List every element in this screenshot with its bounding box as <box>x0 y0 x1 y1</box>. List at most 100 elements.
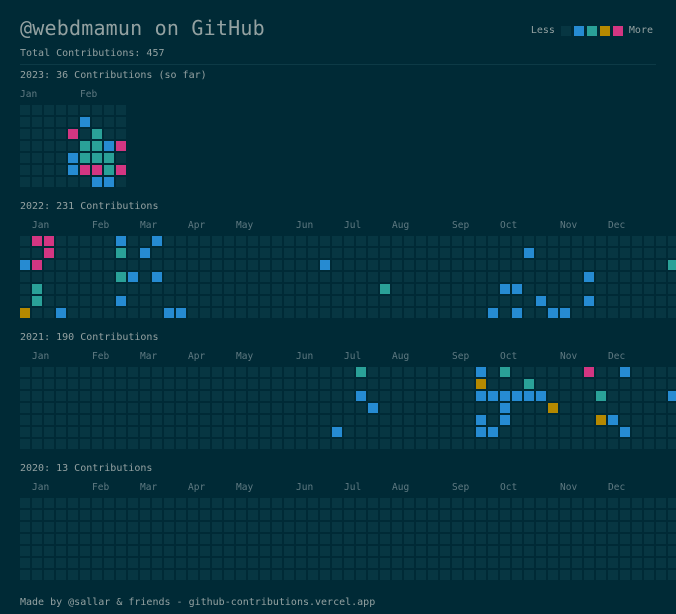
contribution-cell[interactable] <box>44 534 54 544</box>
contribution-cell[interactable] <box>536 391 546 401</box>
contribution-cell[interactable] <box>68 558 78 568</box>
contribution-cell[interactable] <box>80 308 90 318</box>
contribution-cell[interactable] <box>296 510 306 520</box>
contribution-cell[interactable] <box>308 546 318 556</box>
contribution-cell[interactable] <box>416 415 426 425</box>
contribution-cell[interactable] <box>272 415 282 425</box>
contribution-cell[interactable] <box>632 367 642 377</box>
contribution-cell[interactable] <box>452 439 462 449</box>
contribution-cell[interactable] <box>104 546 114 556</box>
contribution-cell[interactable] <box>572 296 582 306</box>
contribution-cell[interactable] <box>368 498 378 508</box>
contribution-cell[interactable] <box>440 308 450 318</box>
contribution-cell[interactable] <box>236 391 246 401</box>
contribution-cell[interactable] <box>296 546 306 556</box>
contribution-cell[interactable] <box>644 260 654 270</box>
contribution-cell[interactable] <box>152 248 162 258</box>
contribution-cell[interactable] <box>68 153 78 163</box>
contribution-cell[interactable] <box>284 415 294 425</box>
contribution-cell[interactable] <box>236 284 246 294</box>
contribution-cell[interactable] <box>320 308 330 318</box>
contribution-cell[interactable] <box>80 534 90 544</box>
contribution-cell[interactable] <box>440 391 450 401</box>
contribution-cell[interactable] <box>68 367 78 377</box>
contribution-cell[interactable] <box>200 522 210 532</box>
contribution-cell[interactable] <box>440 510 450 520</box>
contribution-cell[interactable] <box>128 534 138 544</box>
contribution-cell[interactable] <box>56 177 66 187</box>
contribution-cell[interactable] <box>380 236 390 246</box>
contribution-cell[interactable] <box>152 272 162 282</box>
contribution-cell[interactable] <box>416 522 426 532</box>
contribution-cell[interactable] <box>272 260 282 270</box>
contribution-cell[interactable] <box>296 570 306 580</box>
contribution-cell[interactable] <box>32 415 42 425</box>
contribution-cell[interactable] <box>200 510 210 520</box>
contribution-cell[interactable] <box>344 498 354 508</box>
contribution-cell[interactable] <box>596 391 606 401</box>
contribution-cell[interactable] <box>596 439 606 449</box>
contribution-cell[interactable] <box>308 498 318 508</box>
contribution-cell[interactable] <box>500 558 510 568</box>
contribution-cell[interactable] <box>224 439 234 449</box>
contribution-cell[interactable] <box>140 439 150 449</box>
contribution-cell[interactable] <box>452 510 462 520</box>
contribution-cell[interactable] <box>428 272 438 282</box>
contribution-cell[interactable] <box>188 522 198 532</box>
contribution-cell[interactable] <box>344 546 354 556</box>
contribution-cell[interactable] <box>440 570 450 580</box>
contribution-cell[interactable] <box>200 403 210 413</box>
contribution-cell[interactable] <box>512 498 522 508</box>
contribution-cell[interactable] <box>536 379 546 389</box>
contribution-cell[interactable] <box>44 153 54 163</box>
contribution-cell[interactable] <box>548 439 558 449</box>
contribution-cell[interactable] <box>512 236 522 246</box>
contribution-cell[interactable] <box>296 308 306 318</box>
contribution-cell[interactable] <box>596 260 606 270</box>
contribution-cell[interactable] <box>80 284 90 294</box>
contribution-cell[interactable] <box>200 570 210 580</box>
contribution-cell[interactable] <box>452 522 462 532</box>
contribution-cell[interactable] <box>644 427 654 437</box>
contribution-cell[interactable] <box>104 296 114 306</box>
contribution-cell[interactable] <box>56 415 66 425</box>
contribution-cell[interactable] <box>668 510 676 520</box>
contribution-cell[interactable] <box>440 534 450 544</box>
contribution-cell[interactable] <box>212 308 222 318</box>
contribution-cell[interactable] <box>308 415 318 425</box>
contribution-cell[interactable] <box>116 236 126 246</box>
contribution-cell[interactable] <box>272 522 282 532</box>
contribution-cell[interactable] <box>452 248 462 258</box>
contribution-cell[interactable] <box>476 570 486 580</box>
contribution-cell[interactable] <box>128 272 138 282</box>
contribution-cell[interactable] <box>44 570 54 580</box>
contribution-cell[interactable] <box>164 498 174 508</box>
contribution-cell[interactable] <box>200 379 210 389</box>
contribution-cell[interactable] <box>260 284 270 294</box>
contribution-cell[interactable] <box>296 439 306 449</box>
contribution-cell[interactable] <box>476 558 486 568</box>
contribution-cell[interactable] <box>656 284 666 294</box>
contribution-cell[interactable] <box>536 236 546 246</box>
contribution-cell[interactable] <box>476 308 486 318</box>
contribution-cell[interactable] <box>44 308 54 318</box>
contribution-cell[interactable] <box>44 391 54 401</box>
contribution-cell[interactable] <box>512 546 522 556</box>
contribution-cell[interactable] <box>164 510 174 520</box>
contribution-cell[interactable] <box>608 427 618 437</box>
contribution-cell[interactable] <box>608 415 618 425</box>
contribution-cell[interactable] <box>104 165 114 175</box>
contribution-cell[interactable] <box>32 165 42 175</box>
contribution-cell[interactable] <box>380 498 390 508</box>
contribution-cell[interactable] <box>200 391 210 401</box>
contribution-cell[interactable] <box>164 391 174 401</box>
contribution-cell[interactable] <box>80 272 90 282</box>
contribution-cell[interactable] <box>404 296 414 306</box>
contribution-cell[interactable] <box>224 296 234 306</box>
contribution-cell[interactable] <box>152 522 162 532</box>
contribution-cell[interactable] <box>284 403 294 413</box>
contribution-cell[interactable] <box>284 248 294 258</box>
contribution-cell[interactable] <box>608 284 618 294</box>
contribution-cell[interactable] <box>56 510 66 520</box>
contribution-cell[interactable] <box>368 367 378 377</box>
